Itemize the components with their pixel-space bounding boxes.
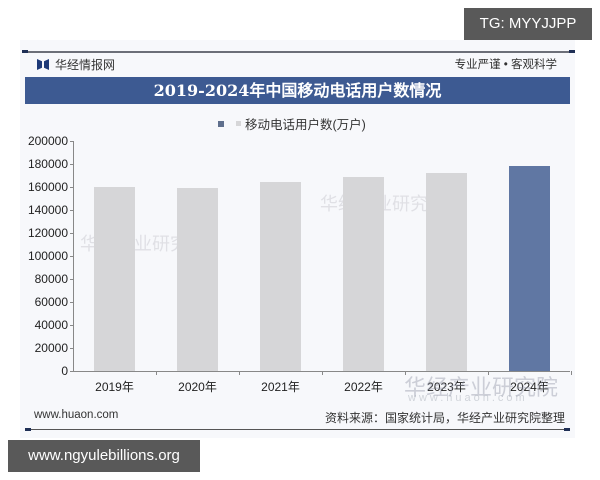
x-axis: [73, 371, 570, 372]
bar-2020: [177, 187, 218, 371]
y-tick-label: 80000: [34, 272, 68, 286]
y-tick: [70, 325, 74, 326]
watermark-large: 华经产业研究院: [404, 375, 559, 400]
x-tick-label: 2019年: [95, 380, 134, 394]
y-tick-label: 0: [61, 364, 68, 378]
y-tick-label: 40000: [34, 318, 68, 332]
x-tick-label: 2021年: [261, 380, 300, 394]
y-tick-label: 20000: [34, 341, 68, 355]
bar-2024: [509, 165, 550, 371]
y-tick: [70, 187, 74, 188]
chart-title: 2019-2024年中国移动电话用户数情况: [25, 77, 570, 104]
slogan: 专业严谨 • 客观科学: [454, 59, 557, 71]
legend-marker-icon: [218, 120, 224, 127]
tg-badge: TG: MYYJJPP: [464, 8, 592, 40]
y-tick-label: 160000: [27, 180, 68, 194]
y-tick: [70, 302, 74, 303]
x-tick: [239, 371, 240, 375]
y-tick: [70, 348, 74, 349]
bottom-rule: [25, 428, 570, 431]
url-badge: www.ngyulebillions.org: [8, 440, 200, 472]
x-tick: [322, 371, 323, 375]
y-tick: [70, 256, 74, 257]
x-tick-label: 2023年: [427, 380, 466, 394]
y-tick: [70, 371, 74, 372]
bar-2022: [343, 177, 384, 371]
y-tick-label: 60000: [34, 295, 68, 309]
y-tick-label: 120000: [27, 226, 68, 240]
chart-panel: 华经情报网 专业严谨 • 客观科学 2019-2024年中国移动电话用户数情况 …: [20, 40, 575, 438]
bar-2023: [426, 172, 467, 371]
watermark-url: www.huaon.com: [408, 392, 528, 404]
brand-name: 华经情报网: [55, 58, 116, 72]
legend-label: 移动电话用户数(万户): [245, 118, 366, 132]
x-tick-label: 2020年: [178, 380, 217, 394]
x-tick: [405, 371, 406, 375]
bar-2019: [94, 187, 135, 371]
y-tick: [70, 279, 74, 280]
y-tick-label: 100000: [27, 249, 68, 263]
x-tick-label: 2024年: [510, 380, 549, 394]
y-tick: [70, 210, 74, 211]
brand: 华经情报网: [37, 56, 115, 73]
x-tick: [156, 371, 157, 375]
y-tick: [70, 164, 74, 165]
brand-logo-icon: [37, 59, 49, 70]
legend: 移动电话用户数(万户): [218, 114, 366, 133]
source-note: 资料来源：国家统计局，华经产业研究院整理: [324, 411, 565, 425]
y-tick-label: 180000: [27, 157, 68, 171]
y-tick: [70, 233, 74, 234]
legend-swatch-icon: [236, 121, 241, 126]
x-tick: [571, 371, 572, 375]
top-rule: [22, 50, 575, 53]
x-tick: [488, 371, 489, 375]
y-tick-label: 200000: [27, 134, 68, 148]
x-tick-label: 2022年: [344, 380, 383, 394]
y-tick: [70, 141, 74, 142]
site-url: www.huaon.com: [34, 409, 119, 421]
bar-2021: [260, 182, 301, 371]
y-tick-label: 140000: [27, 203, 68, 217]
